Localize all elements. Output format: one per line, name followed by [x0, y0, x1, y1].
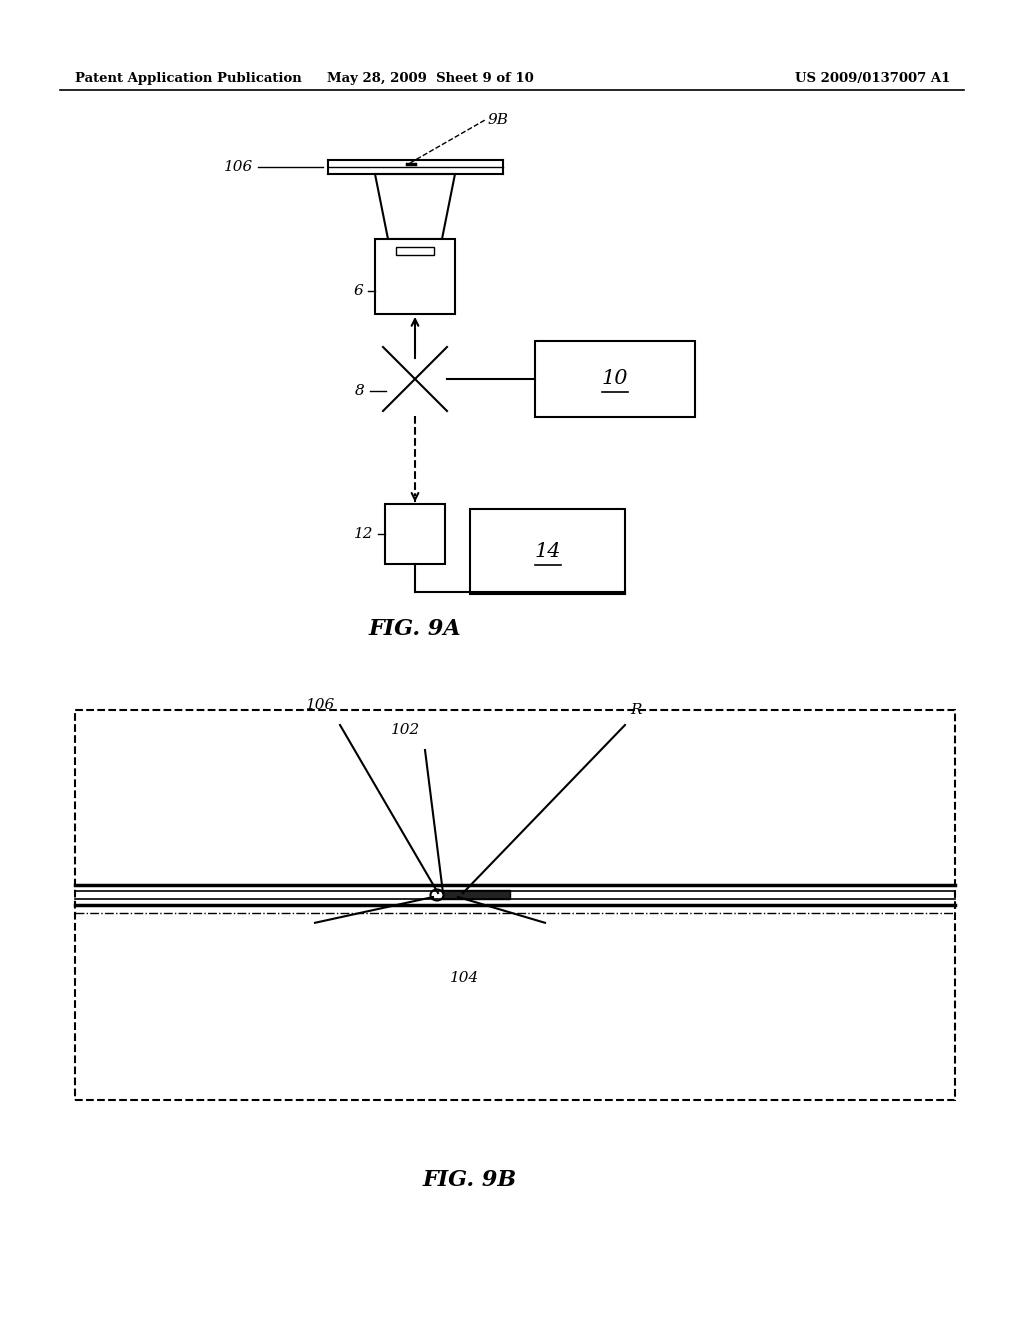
- Text: Patent Application Publication: Patent Application Publication: [75, 73, 302, 84]
- Text: US 2009/0137007 A1: US 2009/0137007 A1: [795, 73, 950, 84]
- Text: 6: 6: [353, 284, 362, 298]
- Text: FIG. 9A: FIG. 9A: [369, 618, 462, 640]
- Bar: [470, 510, 625, 594]
- Text: 104: 104: [450, 970, 479, 985]
- Bar: [396, 247, 434, 255]
- Bar: [440, 890, 510, 899]
- Text: FIG. 9B: FIG. 9B: [423, 1170, 517, 1191]
- Text: 14: 14: [535, 543, 561, 561]
- Text: 102: 102: [391, 723, 420, 737]
- Bar: [75, 710, 955, 1100]
- Text: 106: 106: [224, 160, 253, 174]
- Bar: [385, 504, 445, 564]
- Text: R: R: [630, 704, 641, 717]
- Text: 106: 106: [306, 698, 335, 711]
- Text: May 28, 2009  Sheet 9 of 10: May 28, 2009 Sheet 9 of 10: [327, 73, 534, 84]
- Text: 9B: 9B: [488, 114, 509, 127]
- Text: 8: 8: [355, 384, 365, 399]
- Bar: [535, 341, 695, 417]
- Text: 10: 10: [602, 370, 629, 388]
- Ellipse shape: [430, 890, 443, 900]
- Polygon shape: [375, 174, 455, 239]
- Bar: [375, 239, 455, 314]
- Text: 12: 12: [353, 527, 373, 541]
